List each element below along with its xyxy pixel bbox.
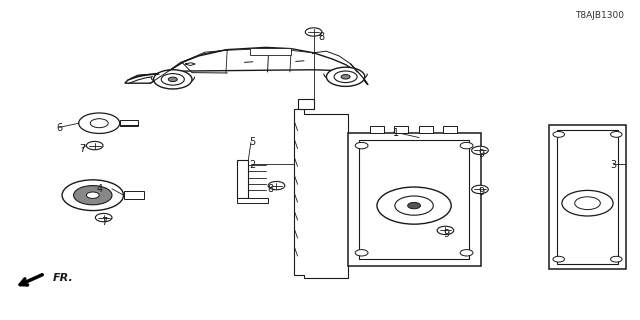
Circle shape [90,119,108,128]
Circle shape [562,190,613,216]
Circle shape [334,71,357,83]
Text: 1: 1 [392,128,399,138]
Circle shape [460,142,473,149]
Circle shape [377,187,451,224]
Polygon shape [298,99,314,109]
Text: FR.: FR. [52,273,73,284]
Circle shape [460,250,473,256]
Text: 8: 8 [267,184,273,194]
Bar [549,125,626,269]
Text: 5: 5 [250,137,256,148]
Circle shape [341,75,350,79]
Text: T8AJB1300: T8AJB1300 [575,11,624,20]
Text: 4: 4 [96,184,102,194]
Text: 3: 3 [610,160,616,170]
Bar [120,120,138,126]
Circle shape [326,67,365,86]
Circle shape [395,196,433,215]
Circle shape [553,256,564,262]
Circle shape [161,74,184,85]
Text: 7: 7 [79,144,85,154]
Circle shape [95,213,112,222]
Circle shape [355,142,368,149]
Circle shape [575,197,600,210]
Bar [359,140,469,259]
Circle shape [611,132,622,137]
Circle shape [74,186,112,205]
Circle shape [168,77,177,82]
Bar [250,48,291,55]
Text: 2: 2 [250,160,256,170]
Circle shape [437,226,454,235]
Circle shape [79,113,120,133]
Circle shape [86,141,103,150]
Text: 9: 9 [478,187,484,197]
Text: 9: 9 [478,148,484,159]
Bar [557,130,618,264]
Bar [370,126,384,133]
Circle shape [611,256,622,262]
Bar [237,160,248,198]
Text: 9: 9 [444,228,450,239]
Bar [124,191,144,199]
Circle shape [62,180,124,211]
Text: 6: 6 [56,123,63,133]
Text: 7: 7 [101,217,108,228]
Bar [237,198,268,203]
Circle shape [86,192,99,198]
Polygon shape [294,109,348,278]
Circle shape [408,202,420,209]
Circle shape [355,250,368,256]
Circle shape [472,185,488,194]
Circle shape [553,132,564,137]
Text: 8: 8 [318,32,324,42]
Bar [419,126,433,133]
Bar [348,133,481,266]
Circle shape [472,146,488,155]
Bar [443,126,457,133]
Circle shape [305,28,322,36]
Circle shape [154,70,192,89]
Bar [394,126,408,133]
Circle shape [268,181,285,190]
Polygon shape [125,47,368,85]
